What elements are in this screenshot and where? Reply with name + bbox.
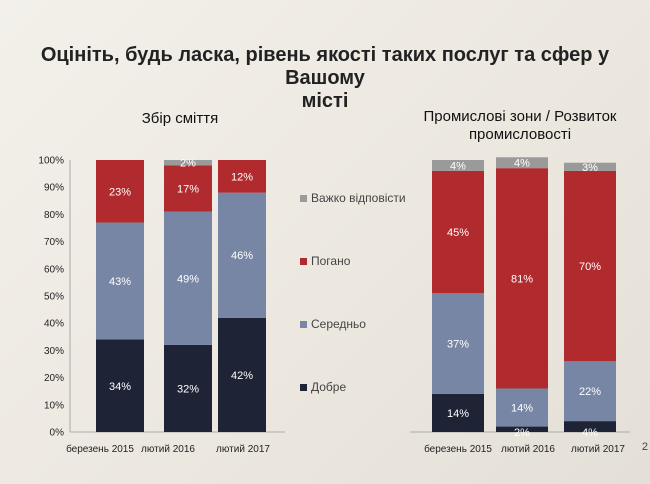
data-label-industrial: 4% <box>582 427 598 439</box>
page-title: Оцініть, будь ласка, рівень якості таких… <box>40 44 610 113</box>
bar-garbage-bad <box>218 160 266 193</box>
data-label-garbage: 46% <box>231 250 253 262</box>
chart-title-garbage: Збір сміття <box>141 110 219 127</box>
page-number: 2 <box>641 441 648 453</box>
y-tick-label: 50% <box>44 292 64 303</box>
data-label-garbage: 23% <box>109 186 131 198</box>
x-category-label-garbage: лютий 2017 <box>216 444 270 455</box>
data-label-industrial: 45% <box>447 227 469 239</box>
legend-label-hard: Важко відповісти <box>311 191 406 205</box>
y-tick-label: 40% <box>44 319 64 330</box>
bar-garbage-hard <box>164 160 212 166</box>
bar-industrial-hard <box>432 160 484 171</box>
data-label-industrial: 4% <box>514 158 530 170</box>
bar-industrial-bad <box>496 168 548 389</box>
bar-industrial-good <box>496 426 548 432</box>
data-label-industrial: 14% <box>447 408 469 420</box>
x-category-label-garbage: лютий 2016 <box>141 444 195 455</box>
page-title-line2: місті <box>301 90 349 112</box>
legend-swatch-good <box>300 384 307 391</box>
bar-industrial-hard <box>564 162 616 171</box>
data-label-industrial: 81% <box>511 273 533 285</box>
y-tick-label: 70% <box>44 237 64 248</box>
bar-garbage-bad <box>164 165 212 212</box>
bar-garbage-good <box>164 344 212 432</box>
x-category-label-industrial: лютий 2017 <box>571 444 625 455</box>
bar-industrial-medium <box>564 361 616 422</box>
legend-swatch-medium <box>300 321 307 328</box>
data-label-industrial: 14% <box>511 403 533 415</box>
y-tick-label: 60% <box>44 264 64 275</box>
data-label-garbage: 43% <box>109 276 131 288</box>
y-tick-label: 0% <box>50 428 65 439</box>
data-label-garbage: 32% <box>177 383 199 395</box>
data-label-garbage: 34% <box>109 381 131 393</box>
y-tick-label: 100% <box>38 156 64 167</box>
bar-garbage-good <box>96 339 144 432</box>
legend-swatch-bad <box>300 258 307 265</box>
bar-industrial-good <box>564 421 616 432</box>
data-label-industrial: 37% <box>447 339 469 351</box>
legend-label-good: Добре <box>311 380 346 394</box>
bar-industrial-bad <box>564 170 616 362</box>
data-label-industrial: 70% <box>579 261 601 273</box>
bar-garbage-medium <box>164 211 212 345</box>
bar-industrial-bad <box>432 170 484 294</box>
y-tick-label: 90% <box>44 183 64 194</box>
bar-industrial-medium <box>496 388 548 427</box>
data-label-garbage: 12% <box>231 171 253 183</box>
page-title-line1: Оцініть, будь ласка, рівень якості таких… <box>40 44 610 89</box>
y-tick-label: 10% <box>44 400 64 411</box>
data-label-garbage: 17% <box>177 184 199 196</box>
data-label-industrial: 4% <box>450 160 466 172</box>
bar-garbage-medium <box>96 222 144 340</box>
data-label-garbage: 49% <box>177 273 199 285</box>
data-label-garbage: 2% <box>180 158 196 170</box>
bar-garbage-good <box>218 317 266 432</box>
x-category-label-garbage: березень 2015 <box>66 443 134 455</box>
data-label-industrial: 2% <box>514 427 530 439</box>
legend-label-medium: Середньо <box>311 317 366 331</box>
bar-garbage-bad <box>96 160 144 223</box>
y-tick-label: 20% <box>44 373 64 384</box>
y-tick-label: 80% <box>44 210 64 221</box>
data-label-garbage: 42% <box>231 370 253 382</box>
y-tick-label: 30% <box>44 346 64 357</box>
legend-label-bad: Погано <box>311 254 351 268</box>
chart-title-industrial: Промислові зони / Розвиток промисловості <box>423 108 617 143</box>
bar-industrial-good <box>432 393 484 432</box>
bar-industrial-hard <box>496 157 548 169</box>
x-category-label-industrial: лютий 2016 <box>501 444 555 455</box>
x-category-label-industrial: березень 2015 <box>424 443 492 455</box>
data-label-industrial: 22% <box>579 386 601 398</box>
bar-garbage-medium <box>218 192 266 318</box>
legend-swatch-hard <box>300 195 307 202</box>
bar-industrial-medium <box>432 293 484 394</box>
data-label-industrial: 3% <box>582 162 598 174</box>
